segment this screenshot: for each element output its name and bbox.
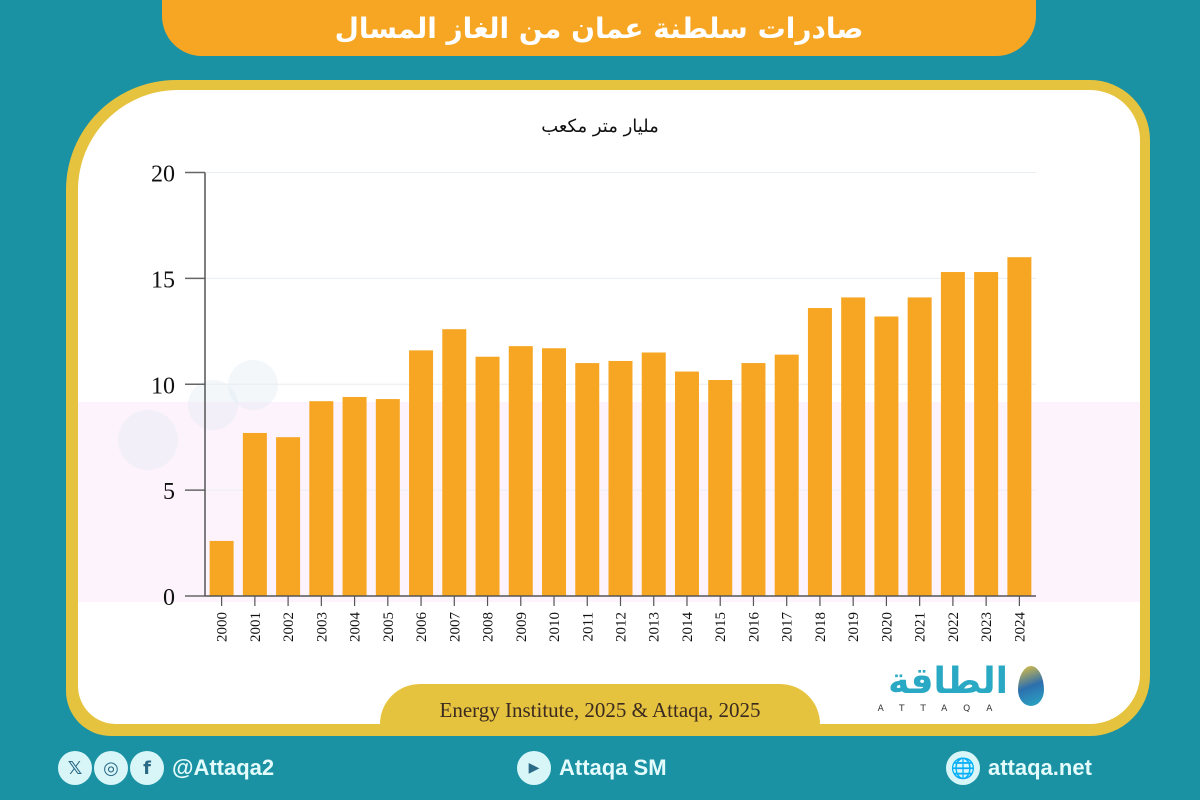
- x-tick-label: 2019: [846, 612, 862, 642]
- y-axis-unit-label: مليار متر مكعب: [541, 116, 659, 137]
- bar-2005: [375, 399, 400, 596]
- source-text: Energy Institute, 2025 & Attaqa, 2025: [439, 697, 761, 722]
- x-tick-label: 2005: [381, 612, 397, 642]
- y-tick-label: 20: [151, 162, 175, 188]
- x-tick-label: 2007: [447, 612, 463, 643]
- x-tick-label: 2018: [813, 612, 829, 642]
- x-tick-label: 2014: [680, 612, 696, 643]
- attaqa-logo: الطاقة ATTAQA: [868, 660, 1048, 720]
- bar-2024: [1007, 257, 1032, 596]
- x-tick-label: 2003: [314, 612, 330, 642]
- youtube-icon[interactable]: ▶: [517, 751, 551, 785]
- bar-2022: [940, 272, 965, 596]
- x-tick-label: 2016: [746, 612, 762, 643]
- bar-2000: [209, 540, 234, 596]
- x-tick-label: 2002: [281, 612, 297, 642]
- bar-2021: [907, 297, 932, 596]
- social-handle[interactable]: @Attaqa2: [172, 755, 275, 780]
- bar-2015: [708, 380, 733, 596]
- logo-drop-icon: [1018, 666, 1044, 706]
- youtube-group: ▶ Attaqa SM: [517, 748, 667, 788]
- instagram-icon[interactable]: ◎: [94, 751, 128, 785]
- x-tick-label: 2010: [547, 612, 563, 642]
- bar-2020: [874, 316, 899, 596]
- bar-2013: [641, 352, 666, 596]
- bar-2012: [608, 360, 633, 596]
- x-tick-label: 2023: [979, 612, 995, 642]
- bar-2007: [442, 329, 467, 596]
- x-tick-label: 2021: [913, 612, 929, 642]
- x-tick-label: 2013: [647, 612, 663, 642]
- bar-2017: [774, 354, 799, 596]
- bar-2008: [475, 356, 500, 596]
- website-group: 🌐 attaqa.net: [946, 748, 1092, 788]
- x-tick-label: 2000: [215, 612, 231, 642]
- bar-2019: [841, 297, 866, 596]
- watermark-dot: [118, 410, 178, 470]
- x-tick-label: 2024: [1012, 612, 1028, 643]
- bar-2002: [276, 437, 301, 596]
- facebook-icon[interactable]: f: [130, 751, 164, 785]
- bar-2001: [242, 432, 267, 596]
- y-tick-label: 0: [163, 585, 175, 611]
- x-tick-label: 2011: [580, 612, 596, 641]
- watermark-dot: [228, 360, 278, 410]
- x-tick-label: 2015: [713, 612, 729, 642]
- bar-2006: [409, 350, 434, 596]
- x-tick-label: 2004: [348, 612, 364, 643]
- x-tick-label: 2006: [414, 612, 430, 643]
- watermark-dot: [188, 380, 238, 430]
- logo-arabic: الطاقة: [888, 661, 1008, 702]
- y-tick-label: 15: [151, 267, 175, 293]
- bar-2018: [807, 308, 832, 596]
- x-tick-label: 2012: [614, 612, 630, 642]
- youtube-channel[interactable]: Attaqa SM: [559, 755, 667, 780]
- bar-2023: [974, 272, 999, 596]
- x-tick-label: 2001: [248, 612, 264, 642]
- bar-2016: [741, 363, 766, 596]
- website-link[interactable]: attaqa.net: [988, 755, 1092, 780]
- x-tick-label: 2017: [780, 612, 796, 643]
- bar-2011: [575, 363, 600, 596]
- x-tick-label: 2009: [514, 612, 530, 642]
- x-tick-label: 2022: [946, 612, 962, 642]
- x-icon[interactable]: 𝕏: [58, 751, 92, 785]
- bar-2003: [309, 401, 334, 596]
- y-tick-label: 5: [163, 479, 175, 505]
- y-tick-label: 10: [151, 373, 175, 399]
- bar-2010: [542, 348, 567, 596]
- footer: 𝕏 ◎ f @Attaqa2 ▶ Attaqa SM 🌐 attaqa.net: [0, 740, 1200, 800]
- globe-icon[interactable]: 🌐: [946, 751, 980, 785]
- chart-title-banner: صادرات سلطنة عمان من الغاز المسال: [162, 0, 1036, 56]
- bar-2014: [674, 371, 699, 596]
- bar-2009: [508, 346, 533, 596]
- social-group: 𝕏 ◎ f @Attaqa2: [58, 748, 274, 788]
- logo-english: ATTAQA: [877, 704, 1009, 714]
- source-label: Energy Institute, 2025 & Attaqa, 2025: [380, 684, 820, 736]
- x-tick-label: 2020: [879, 612, 895, 642]
- bar-2004: [342, 396, 367, 596]
- x-tick-label: 2008: [481, 612, 497, 642]
- chart-title: صادرات سلطنة عمان من الغاز المسال: [334, 11, 864, 45]
